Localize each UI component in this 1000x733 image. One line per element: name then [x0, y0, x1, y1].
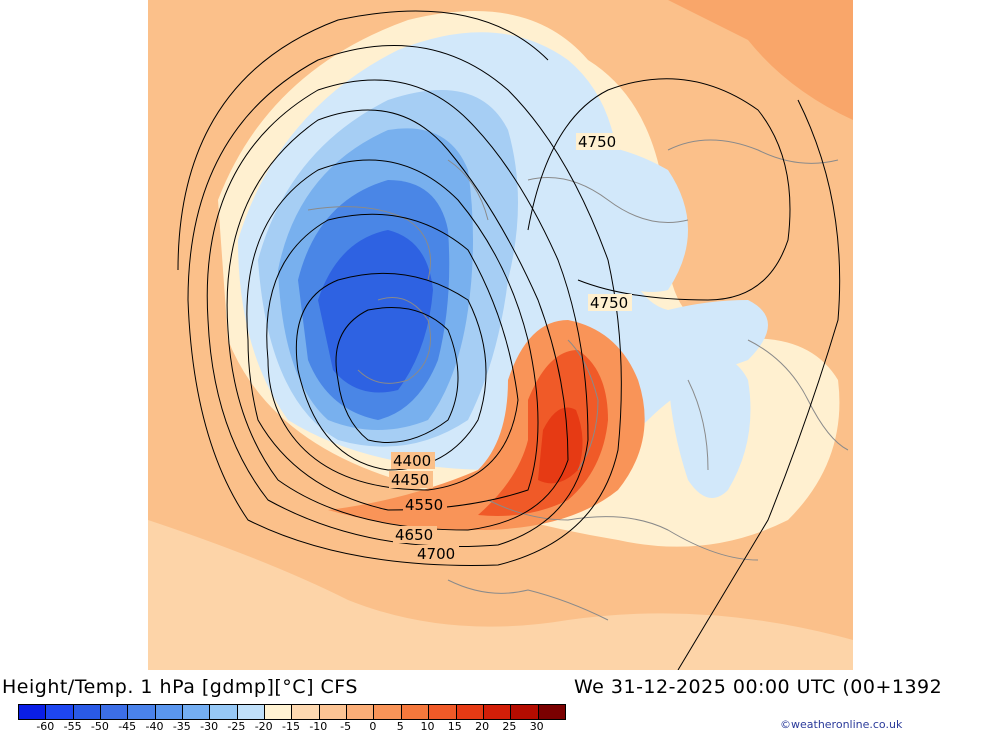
coastline-10	[747, 339, 849, 451]
contour-label-4700: 4700	[417, 545, 455, 563]
coastline-8	[447, 579, 609, 621]
map-title-bar: Height/Temp. 1 hPa [gdmp][°C] CFS We 31-…	[0, 676, 1000, 702]
legend-tick-label: -10	[309, 720, 328, 733]
legend-swatch	[456, 705, 484, 719]
coastline-4	[527, 177, 689, 223]
legend-swatch	[19, 705, 47, 719]
legend-tick-label: -60	[36, 720, 55, 733]
contour-label-4400: 4400	[393, 452, 431, 470]
legend-swatch	[429, 705, 457, 719]
contour-label-bg	[391, 452, 435, 469]
coastline-5	[667, 139, 839, 164]
color-legend: -60 -55 -50 -45 -40 -35 -30 -25 -20 -15 -10 -5 0 5 10 1…	[18, 704, 566, 733]
contour-label-bg	[393, 526, 437, 543]
coastline-7	[487, 499, 759, 561]
temperature-field-northeast	[668, 0, 853, 120]
coastline-2	[357, 297, 431, 384]
contour-4750-north	[527, 78, 791, 301]
coastlines	[307, 139, 849, 621]
legend-swatch	[237, 705, 266, 719]
legend-swatch	[183, 705, 211, 719]
contour-4650	[206, 79, 589, 547]
legend-swatch	[46, 705, 74, 719]
legend-swatch	[265, 705, 293, 719]
legend-tick-label: 5	[396, 720, 404, 733]
legend-tick-label: -55	[63, 720, 82, 733]
map-title: Height/Temp. 1 hPa [gdmp][°C] CFS	[2, 676, 358, 698]
coastline-9	[687, 379, 709, 471]
temperature-field-lightblue-3	[668, 353, 751, 498]
legend-tick-label: -20	[254, 720, 273, 733]
legend-swatch	[155, 705, 184, 719]
contour-label-bg	[389, 471, 433, 488]
contour-label-4650: 4650	[395, 526, 433, 544]
contour-label-bg	[403, 496, 447, 513]
weather-map[interactable]: 4750 4750 4400 4450 4550 4650 4700	[148, 0, 853, 670]
legend-swatch	[210, 705, 238, 719]
legend-tick-label: 30	[529, 720, 544, 733]
legend-tick-label: -25	[227, 720, 246, 733]
legend-tick-label: -15	[282, 720, 300, 733]
coastline-1	[307, 206, 431, 281]
legend-swatch	[538, 705, 565, 719]
contour-4400	[335, 307, 459, 443]
legend-tick-label: 10	[420, 720, 435, 733]
temperature-field-coldcore	[318, 230, 433, 393]
legend-tick-label: 25	[502, 720, 517, 733]
contour-4450	[295, 272, 487, 471]
legend-swatch	[319, 705, 348, 719]
legend-tick-label: 15	[447, 720, 462, 733]
temperature-field-southwest	[148, 520, 853, 670]
map-panel: 4750 4750 4400 4450 4550 4650 4700	[148, 0, 853, 670]
legend-labels: -60 -55 -50 -45 -40 -35 -30 -25 -20 -15 -10 -5 0 5 10 1…	[18, 720, 566, 733]
credit-link[interactable]: ©weatheronline.co.uk	[780, 718, 903, 731]
contour-4550	[246, 159, 539, 511]
temperature-field-hotcore	[538, 407, 583, 484]
contour-4500	[266, 213, 519, 491]
contour-4800	[677, 99, 841, 670]
legend-swatch	[292, 705, 320, 719]
legend-swatch	[511, 705, 539, 719]
legend-swatch	[401, 705, 430, 719]
legend-tick-label: -50	[90, 720, 109, 733]
legend-tick-label: -30	[200, 720, 219, 733]
legend-tick-label: 0	[369, 720, 377, 733]
contour-label-4550: 4550	[405, 496, 443, 514]
height-contours	[177, 10, 841, 670]
contour-label-4450: 4450	[391, 471, 429, 489]
coastline-3	[447, 159, 489, 221]
legend-tick-label: -45	[118, 720, 137, 733]
map-valid-time: We 31-12-2025 00:00 UTC (00+1392	[574, 676, 943, 698]
legend-tick-label: -5	[340, 720, 352, 733]
legend-tick-label: -40	[145, 720, 164, 733]
legend-swatch	[374, 705, 402, 719]
legend-swatch	[73, 705, 102, 719]
contour-label-4750-east: 4750	[590, 294, 628, 312]
legend-color-bar	[18, 704, 566, 720]
contour-label-bg	[576, 133, 620, 150]
contour-4700	[187, 45, 622, 566]
contour-label-4750-north: 4750	[578, 133, 616, 151]
legend-swatch	[128, 705, 156, 719]
coastline-6	[567, 339, 599, 471]
legend-swatch	[101, 705, 129, 719]
legend-swatch	[347, 705, 375, 719]
contour-4600	[226, 109, 569, 531]
legend-tick-label: -35	[172, 720, 191, 733]
legend-tick-label: 20	[475, 720, 490, 733]
contour-label-bg	[588, 294, 632, 311]
contour-label-bg	[415, 545, 459, 562]
contour-label-group: 4750 4750 4400 4450 4550 4650 4700	[389, 133, 632, 563]
legend-swatch	[483, 705, 512, 719]
contour-4750-west	[177, 10, 549, 271]
